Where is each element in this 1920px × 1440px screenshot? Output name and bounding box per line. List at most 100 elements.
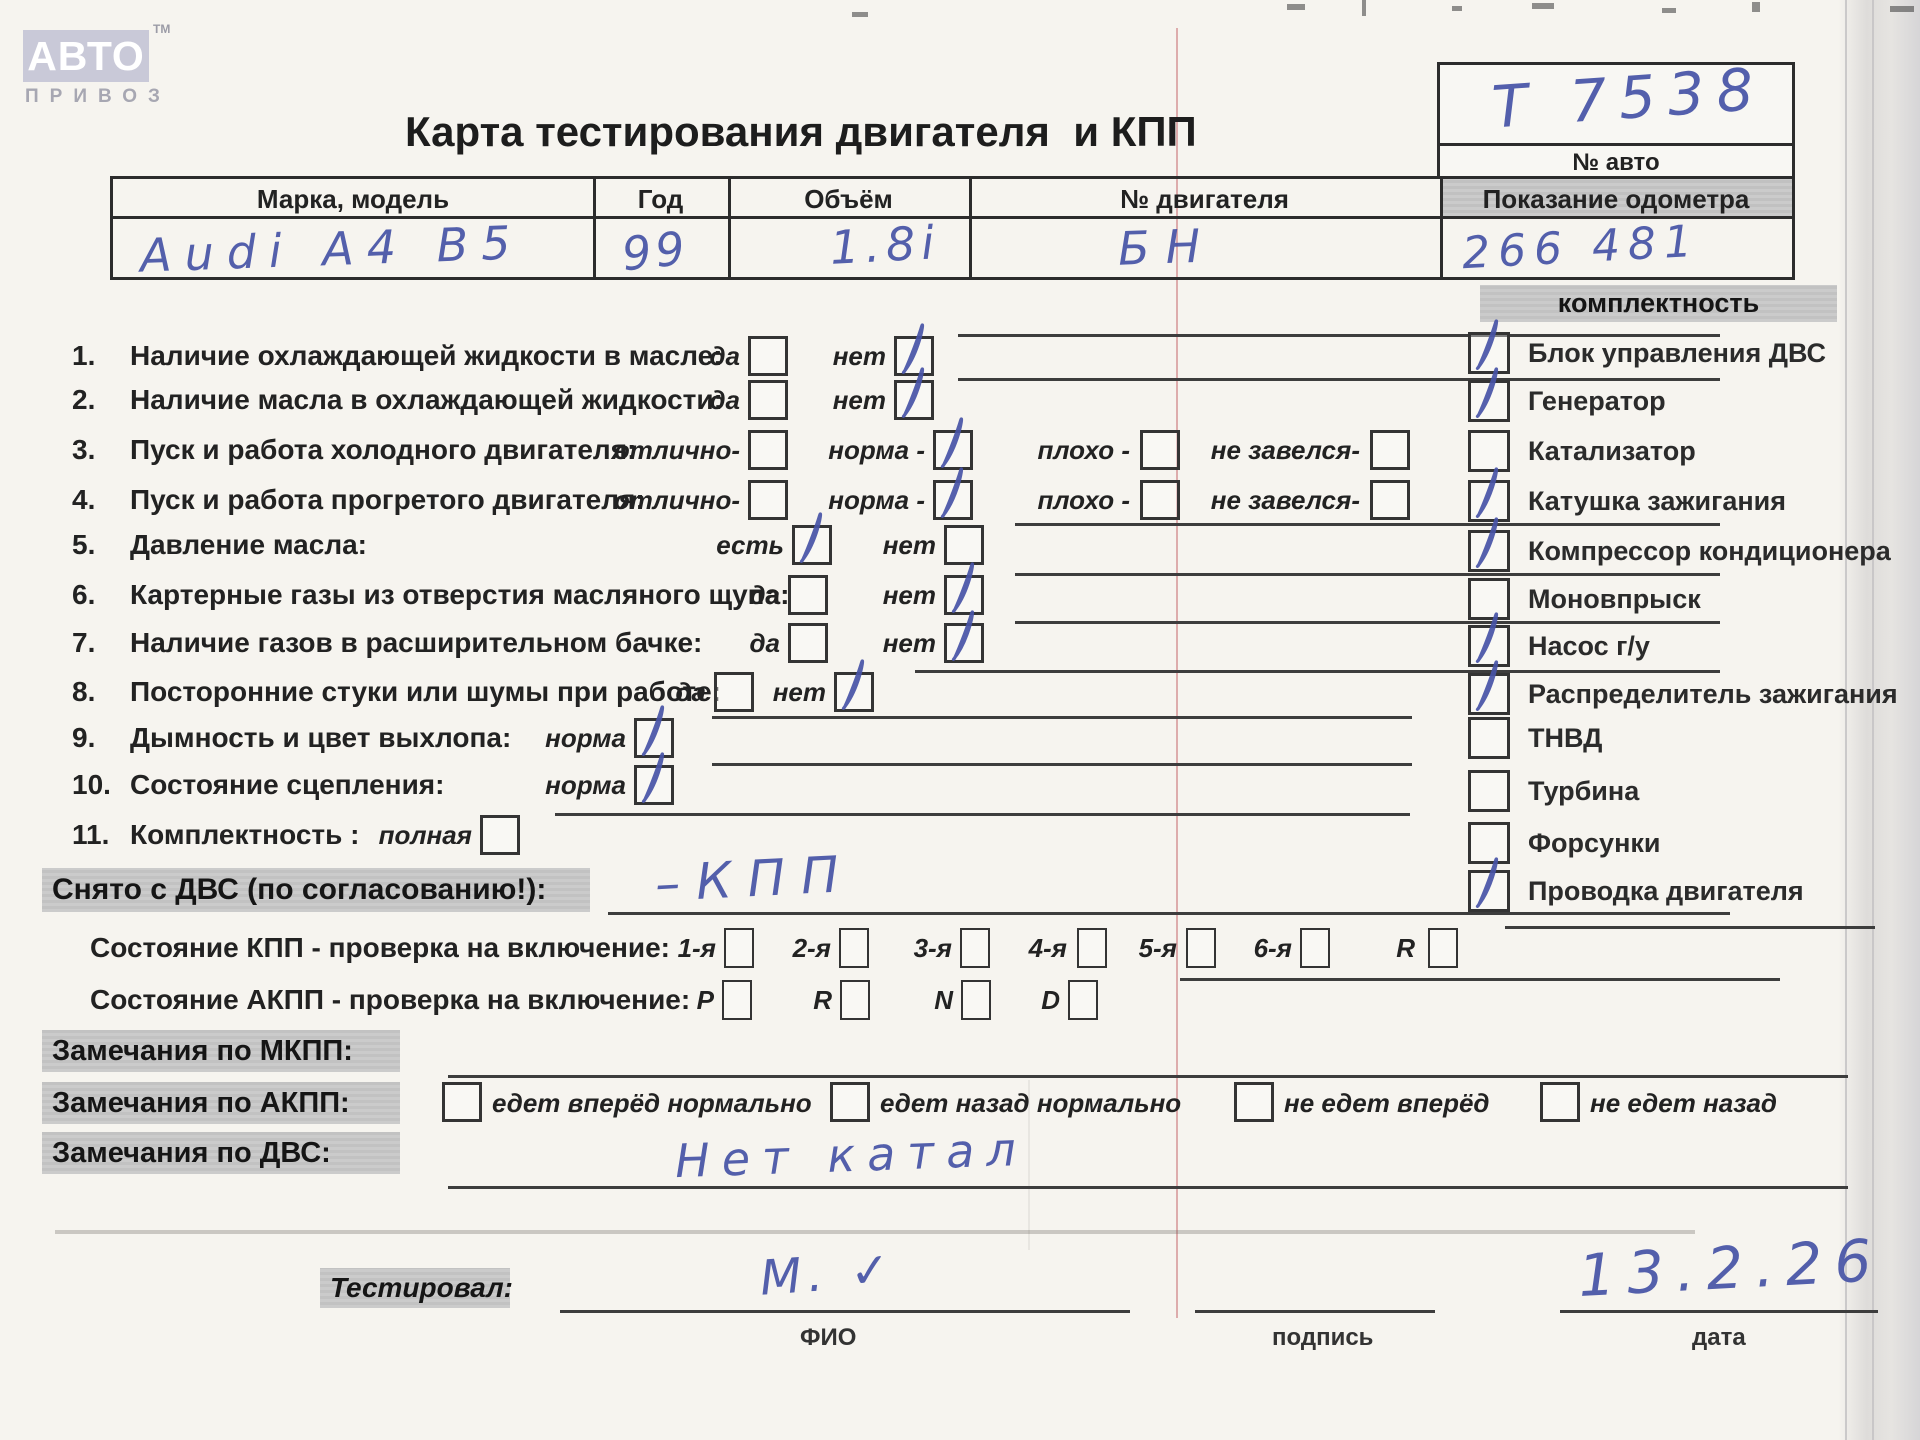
fuel-injection-pump-checkbox[interactable] [1468,717,1510,759]
catalyst-checkbox[interactable] [1468,430,1510,472]
comment-line[interactable] [712,763,1412,766]
checklist-row-7: 7. Наличие газов в расширительном бачке:… [0,610,1920,665]
option-label-yes: да [709,385,740,415]
item3-nostart-checkbox[interactable] [1370,430,1410,470]
ignition-distributor-checkbox[interactable] [1468,660,1510,715]
item2-yes-checkbox[interactable] [748,380,788,420]
item2-no-checkbox[interactable] [894,367,934,420]
scan-artifact [1287,4,1305,10]
mono-injection-checkbox[interactable] [1468,578,1510,620]
injectors-checkbox[interactable] [1468,822,1510,864]
comment-line[interactable] [1015,573,1720,576]
item3-bad-checkbox[interactable] [1140,430,1180,470]
item4-nostart-checkbox[interactable] [1370,480,1410,520]
engine-wiring-checkbox[interactable] [1468,857,1510,912]
comment-line[interactable] [1015,523,1720,526]
brand-logo-box: АВТО [23,30,149,82]
tester-label: Тестировал: [320,1268,513,1308]
ac-compressor-checkbox[interactable] [1468,517,1510,572]
item8-yes-checkbox[interactable] [714,672,754,712]
table-divider [1440,179,1443,277]
completeness-label: Компрессор кондиционера [1528,536,1891,566]
gear-label: N [934,985,953,1015]
power-steering-pump-checkbox[interactable] [1468,612,1510,667]
checklist-row-8: 8. Посторонние стуки или шумы при работе… [0,659,1920,714]
item3-norm-checkbox[interactable] [933,417,973,470]
turbine-checkbox[interactable] [1468,770,1510,812]
option-label-yes: да [675,677,706,707]
kpp-comment-line[interactable] [1505,926,1875,929]
scan-artifact [1532,3,1554,9]
option-label-yes: да [749,580,780,610]
ecu-checkbox[interactable] [1468,319,1510,374]
fold-crease [55,1230,1695,1234]
gear-r-checkbox[interactable] [1428,928,1458,968]
item-number: 7. [72,627,96,658]
generator-checkbox[interactable] [1468,367,1510,422]
gear-2-checkbox[interactable] [839,928,869,968]
comment-line[interactable] [958,334,1720,337]
item5-present-checkbox[interactable] [792,512,832,565]
gear-6-checkbox[interactable] [1300,928,1330,968]
gear-label: 3-я [913,933,952,963]
gear-label: 1-я [677,933,716,963]
option-label-excellent: отлично- [613,435,740,465]
akpp-comment-line[interactable] [1180,978,1780,981]
checklist-row-3: 3. Пуск и работа холодного двигателя: от… [0,417,1920,472]
item-number: 9. [72,722,96,753]
akpp-reverse-ok-checkbox[interactable] [830,1082,870,1122]
akpp-r-checkbox[interactable] [840,980,870,1020]
ignition-coil-checkbox[interactable] [1468,467,1510,522]
completeness-label: Распределитель зажигания [1528,679,1898,709]
dvs-remarks-line[interactable] [448,1186,1848,1189]
item4-bad-checkbox[interactable] [1140,480,1180,520]
item7-yes-checkbox[interactable] [788,623,828,663]
comment-line[interactable] [712,716,1412,719]
akpp-no-forward-checkbox[interactable] [1234,1082,1274,1122]
item1-no-checkbox[interactable] [894,323,934,376]
option-label-norm: норма [545,770,626,800]
item4-norm-checkbox[interactable] [933,467,973,520]
comment-line[interactable] [958,378,1720,381]
col-header-odometer: Показание одометра [1440,179,1792,219]
akpp-check-label: Состояние АКПП - проверка на включение: [90,984,691,1015]
date-line[interactable] [1560,1310,1878,1313]
item9-norm-checkbox[interactable] [634,705,674,758]
gear-4-checkbox[interactable] [1077,928,1107,968]
handwritten-tick-icon [1475,319,1499,370]
akpp-n-checkbox[interactable] [961,980,991,1020]
item7-no-checkbox[interactable] [944,610,984,663]
akpp-no-reverse-checkbox[interactable] [1540,1082,1580,1122]
option-label-norm: норма [545,723,626,753]
item3-excellent-checkbox[interactable] [748,430,788,470]
item1-yes-checkbox[interactable] [748,336,788,376]
item6-yes-checkbox[interactable] [788,575,828,615]
akpp-option-label: не едет назад [1590,1088,1778,1118]
gear-3-checkbox[interactable] [960,928,990,968]
completeness-label: Блок управления ДВС [1528,338,1826,368]
item4-excellent-checkbox[interactable] [748,480,788,520]
gear-1-checkbox[interactable] [724,928,754,968]
comment-line[interactable] [555,813,1410,816]
handwritten-tick-icon [841,659,865,710]
removed-from-engine-line[interactable] [608,912,1730,915]
fio-line[interactable] [560,1310,1130,1313]
item-number: 10. [72,769,111,800]
option-label-bad: плохо - [1037,435,1130,465]
akpp-p-checkbox[interactable] [722,980,752,1020]
akpp-d-checkbox[interactable] [1068,980,1098,1020]
option-label-yes: да [709,341,740,371]
option-label-no: нет [882,628,936,658]
comment-line[interactable] [915,670,1720,673]
signature-line[interactable] [1195,1310,1435,1313]
item10-norm-checkbox[interactable] [634,752,674,805]
item11-full-checkbox[interactable] [480,815,520,855]
mkpp-remarks-line[interactable] [448,1075,1848,1078]
item8-no-checkbox[interactable] [834,659,874,712]
item5-no-checkbox[interactable] [944,525,984,565]
item6-no-checkbox[interactable] [944,562,984,615]
engine-no-value: БН [1117,218,1218,276]
comment-line[interactable] [1015,621,1720,624]
akpp-forward-ok-checkbox[interactable] [442,1082,482,1122]
gear-5-checkbox[interactable] [1186,928,1216,968]
